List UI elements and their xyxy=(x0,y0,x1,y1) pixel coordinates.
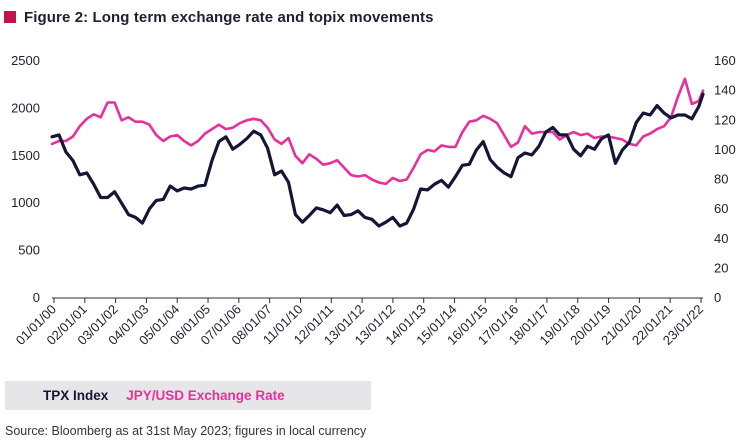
y-left-tick-label: 2500 xyxy=(11,53,40,68)
legend-jpy: JPY/USD Exchange Rate xyxy=(126,388,285,403)
legend-tpx: TPX Index xyxy=(43,388,109,403)
y-right-tick-label: 100 xyxy=(714,142,736,157)
y-right-tick-label: 20 xyxy=(714,260,728,275)
y-right-tick-label: 40 xyxy=(714,231,728,246)
series-layer xyxy=(50,77,705,228)
legend: TPX Index JPY/USD Exchange Rate xyxy=(5,381,371,410)
y-right-tick-label: 80 xyxy=(714,172,728,187)
figure-title-text: Figure 2: Long term exchange rate and to… xyxy=(24,8,434,26)
y-right-tick-label: 120 xyxy=(714,112,736,127)
source-note: Source: Bloomberg as at 31st May 2023; f… xyxy=(5,424,367,438)
title-marker-icon xyxy=(4,11,16,23)
right-axis: 0 20 40 60 80 100 120 140 160 xyxy=(714,53,736,305)
left-axis: 0 500 1000 1500 2000 2500 xyxy=(11,53,40,305)
y-left-tick-label: 2000 xyxy=(11,100,40,115)
chart-svg: 0 500 1000 1500 2000 2500 0 20 40 60 80 100 120 140 1… xyxy=(11,53,736,348)
tpx-index-line xyxy=(50,92,705,228)
y-left-tick-label: 1000 xyxy=(11,195,40,210)
y-right-tick-label: 60 xyxy=(714,201,728,216)
y-left-tick-label: 0 xyxy=(33,290,40,305)
y-right-tick-label: 0 xyxy=(714,290,721,305)
x-axis: 01/01/0002/01/0103/01/0204/01/0305/01/04… xyxy=(13,297,706,348)
y-right-tick-label: 160 xyxy=(714,53,736,68)
jpy-usd-line xyxy=(50,77,705,186)
y-left-tick-label: 1500 xyxy=(11,148,40,163)
y-left-tick-label: 500 xyxy=(18,243,40,258)
y-right-tick-label: 140 xyxy=(714,83,736,98)
figure-title: Figure 2: Long term exchange rate and to… xyxy=(4,6,434,28)
